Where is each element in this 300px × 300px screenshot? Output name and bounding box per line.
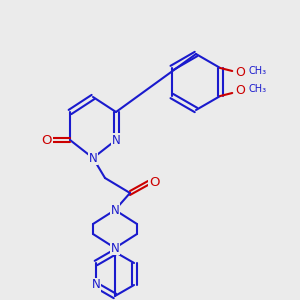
Text: N: N xyxy=(111,242,119,254)
Text: N: N xyxy=(92,278,100,292)
Text: O: O xyxy=(235,85,245,98)
Text: N: N xyxy=(112,134,120,146)
Text: CH₃: CH₃ xyxy=(248,66,266,76)
Text: N: N xyxy=(111,203,119,217)
Text: O: O xyxy=(235,67,245,80)
Text: CH₃: CH₃ xyxy=(248,84,266,94)
Text: N: N xyxy=(88,152,98,164)
Text: O: O xyxy=(149,176,159,190)
Text: O: O xyxy=(42,134,52,146)
